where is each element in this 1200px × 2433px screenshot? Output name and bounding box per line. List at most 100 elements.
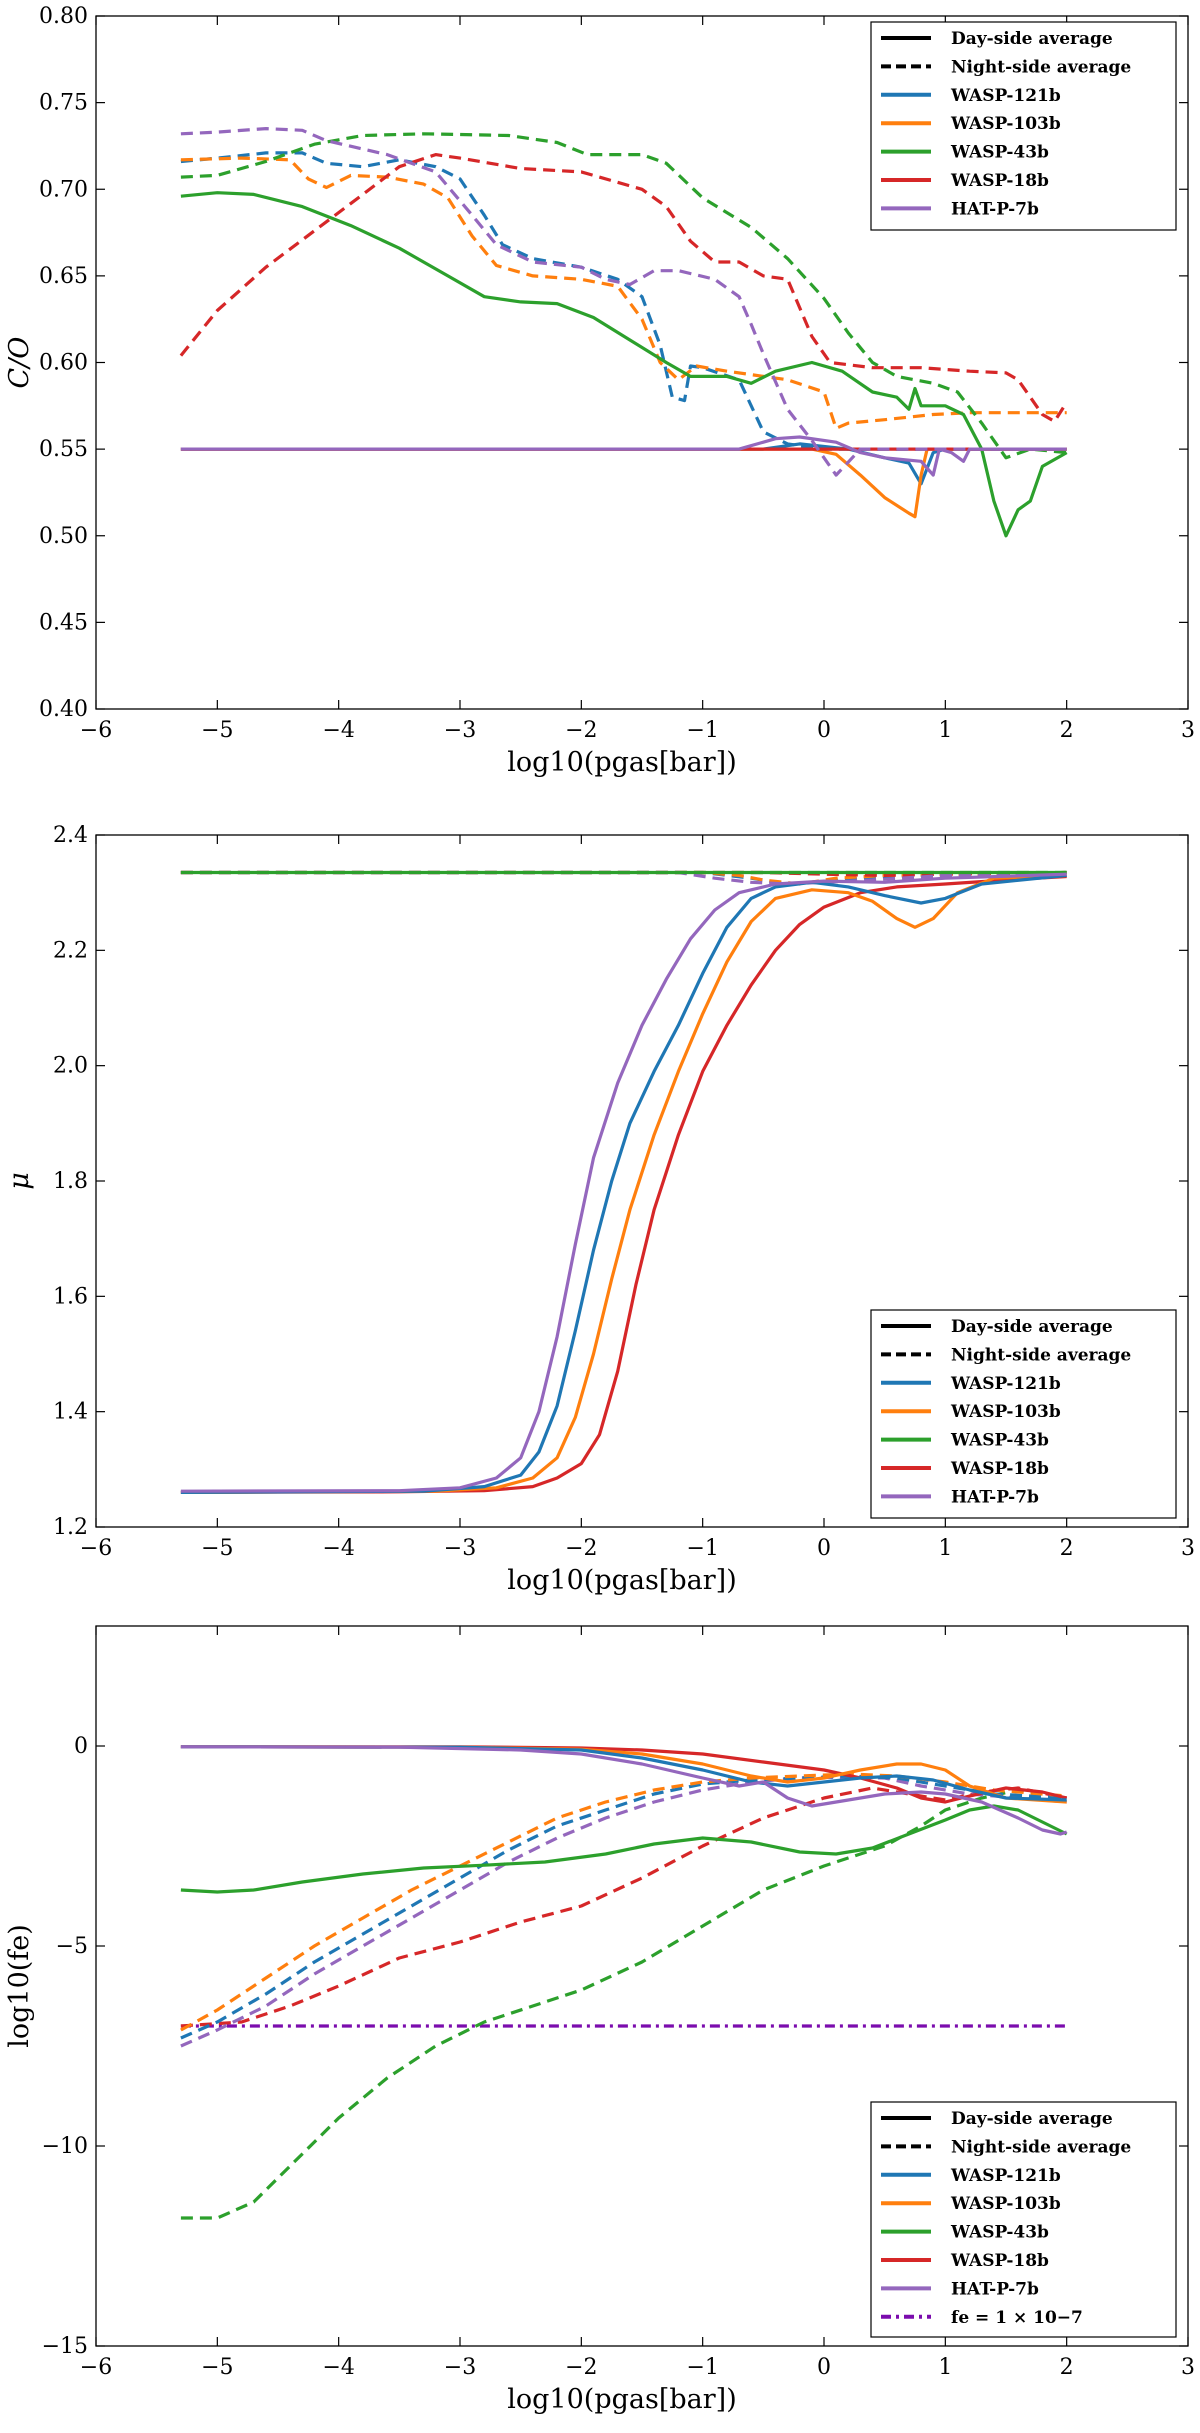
- y-tick-label: 0.60: [39, 351, 88, 376]
- x-tick-label: −4: [322, 718, 354, 743]
- x-tick-label: −2: [565, 718, 597, 743]
- series-wasp-121b-day: [180, 1745, 1067, 1802]
- series-wasp-121b-day: [180, 873, 1067, 1494]
- y-tick-label: 0: [74, 1734, 88, 1759]
- x-tick-label: −1: [686, 2355, 718, 2380]
- x-tick-label: −3: [444, 2355, 476, 2380]
- legend-label: WASP-18b: [950, 1459, 1049, 1479]
- legend-box: [870, 21, 1177, 231]
- legend-label: Day-side average: [951, 29, 1113, 49]
- x-tick-label: 1: [938, 1536, 952, 1561]
- series-wasp-103b-night: [180, 156, 1067, 430]
- series-wasp-43b-night: [180, 1788, 1067, 2220]
- series-group: [179, 127, 1069, 538]
- x-tick-label: −5: [201, 718, 233, 743]
- y-tick-label: 2.0: [53, 1054, 88, 1079]
- legend: Day-side average Night-side average WASP-1…: [870, 21, 1177, 231]
- legend-label: WASP-121b: [950, 1374, 1061, 1394]
- legend-label: HAT-P-7b: [951, 2279, 1039, 2299]
- y-axis-label: log10(fe): [4, 1924, 35, 2048]
- legend-label: WASP-18b: [950, 171, 1049, 191]
- legend-label: WASP-121b: [950, 86, 1061, 106]
- x-tick-label: 0: [817, 1536, 831, 1561]
- legend-label: HAT-P-7b: [951, 199, 1039, 219]
- y-tick-label: −10: [42, 2134, 88, 2159]
- x-axis-label: log10(pgas[bar]): [507, 2384, 736, 2415]
- x-tick-label: −2: [565, 2355, 597, 2380]
- legend-label: fe = 1 × 10−7: [951, 2308, 1083, 2328]
- x-tick-label: 1: [938, 718, 952, 743]
- y-tick-label: 1.6: [53, 1284, 88, 1309]
- series-hat-p-7b-day: [180, 1745, 1068, 1836]
- chart-panel-fe: −6 −5 −4 −3 −2 −1 0 1 2 3−15−10−50log10(pgas[bar]…: [4, 1625, 1195, 2415]
- x-tick-label: 3: [1181, 1536, 1195, 1561]
- y-axis-label: C/O: [4, 337, 35, 389]
- legend-label: WASP-18b: [950, 2251, 1049, 2271]
- legend-box: [870, 1309, 1177, 1519]
- y-tick-label: 0.40: [39, 697, 88, 722]
- legend-label: HAT-P-7b: [951, 1487, 1039, 1507]
- y-tick-label: 1.2: [53, 1515, 88, 1540]
- y-tick-label: −5: [56, 1934, 88, 1959]
- x-axis-label: log10(pgas[bar]): [507, 747, 736, 778]
- x-tick-label: 3: [1181, 2355, 1195, 2380]
- x-tick-label: 2: [1060, 1536, 1074, 1561]
- legend-label: Night-side average: [951, 57, 1131, 77]
- x-tick-label: −1: [686, 718, 718, 743]
- y-tick-label: 0.50: [39, 524, 88, 549]
- y-tick-label: 1.8: [53, 1169, 88, 1194]
- y-axis-label: μ: [4, 1172, 35, 1190]
- y-tick-label: 0.65: [39, 264, 88, 289]
- series-wasp-121b-night: [180, 1774, 1067, 2040]
- legend-label: Day-side average: [951, 2109, 1113, 2129]
- legend-label: Night-side average: [951, 1345, 1131, 1365]
- series-wasp-18b-night: [179, 153, 1069, 423]
- series-wasp-43b-night: [180, 132, 1067, 460]
- series-wasp-18b-day: [180, 874, 1067, 1494]
- plot-frame: [95, 1625, 1189, 2347]
- legend-label: Day-side average: [951, 1317, 1113, 1337]
- y-tick-label: 0.75: [39, 91, 88, 116]
- legend-label: WASP-103b: [950, 2194, 1061, 2214]
- x-tick-label: −6: [80, 718, 112, 743]
- legend-label: WASP-43b: [950, 2223, 1049, 2243]
- y-tick-label: 0.45: [39, 610, 88, 635]
- y-tick-label: 1.4: [53, 1400, 88, 1425]
- x-tick-label: −3: [444, 1536, 476, 1561]
- series-hat-p-7b-night: [180, 870, 1067, 886]
- series-hat-p-7b-night: [180, 127, 1067, 477]
- x-tick-label: −5: [201, 1536, 233, 1561]
- x-tick-label: −4: [322, 2355, 354, 2380]
- series-group: [180, 1745, 1068, 2220]
- series-wasp-103b-day: [180, 1745, 1067, 1804]
- x-tick-label: −1: [686, 1536, 718, 1561]
- legend-label: WASP-121b: [950, 2166, 1061, 2186]
- x-tick-label: −6: [80, 2355, 112, 2380]
- legend-label: WASP-103b: [950, 114, 1061, 134]
- series-wasp-43b-day: [180, 1804, 1068, 1894]
- legend-label: WASP-43b: [950, 1431, 1049, 1451]
- x-tick-label: −5: [201, 2355, 233, 2380]
- series-wasp-103b-night: [180, 1772, 1067, 2032]
- y-tick-label: 0.70: [39, 177, 88, 202]
- legend: Day-side average Night-side average WASP-1…: [870, 2101, 1177, 2338]
- series-hat-p-7b-night: [180, 1775, 1067, 2048]
- x-tick-label: −2: [565, 1536, 597, 1561]
- x-tick-label: 0: [817, 2355, 831, 2380]
- y-tick-label: 2.4: [53, 823, 88, 848]
- legend-box: [870, 2101, 1177, 2338]
- x-tick-label: 0: [817, 718, 831, 743]
- series-wasp-103b-day: [180, 873, 1067, 1494]
- x-axis-label: log10(pgas[bar]): [507, 1565, 736, 1596]
- y-tick-label: −15: [42, 2334, 88, 2359]
- x-tick-label: 3: [1181, 718, 1195, 743]
- legend-label: WASP-103b: [950, 1402, 1061, 1422]
- series-wasp-18b-night: [180, 1786, 1068, 2028]
- series-hat-p-7b-day: [180, 435, 1067, 477]
- chart-panel-co: −6 −5 −4 −3 −2 −1 0 1 2 3 0.40 0.45 0.50 0.55 0.60 0.65…: [4, 4, 1195, 778]
- x-tick-label: 2: [1060, 2355, 1074, 2380]
- series-wasp-43b-day: [180, 191, 1068, 538]
- x-tick-label: 1: [938, 2355, 952, 2380]
- legend: Day-side average Night-side average WASP-1…: [870, 1309, 1177, 1519]
